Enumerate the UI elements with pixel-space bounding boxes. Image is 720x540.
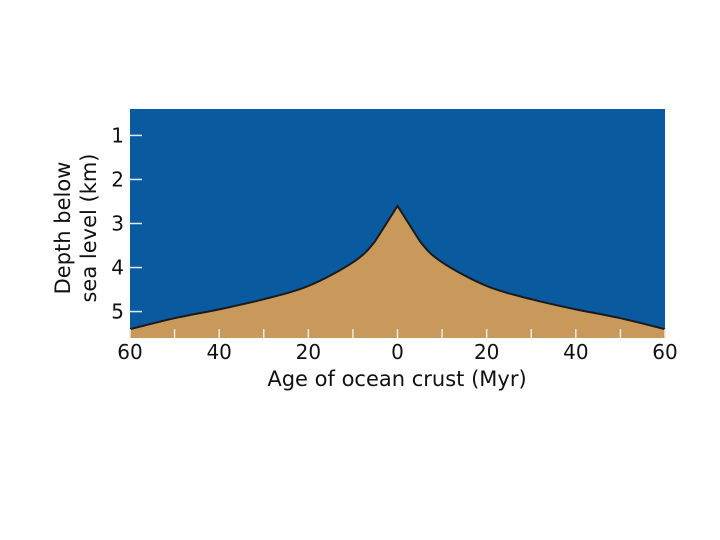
x-tick-label: 20 (296, 340, 321, 364)
y-axis-label-line2: sea level (km) (77, 153, 101, 302)
x-axis-ticks: 60 40 20 0 20 40 60 (117, 329, 678, 364)
y-axis-label: Depth below sea level (km) (51, 153, 101, 302)
x-tick-label: 60 (117, 340, 142, 364)
y-axis-label-line1: Depth below (51, 162, 75, 295)
y-tick-label: 5 (111, 300, 124, 324)
y-tick-label: 3 (111, 212, 124, 236)
y-tick-label: 2 (111, 167, 124, 191)
y-axis-ticks: 1 2 3 4 5 (111, 123, 142, 324)
x-tick-label: 20 (474, 340, 499, 364)
y-tick-label: 1 (111, 123, 124, 147)
x-tick-label: 40 (206, 340, 231, 364)
x-tick-label: 60 (652, 340, 677, 364)
crust-area (130, 205, 665, 338)
x-tick-label: 40 (563, 340, 588, 364)
x-tick-label: 0 (391, 340, 404, 364)
x-axis-label: Age of ocean crust (Myr) (267, 367, 526, 391)
y-tick-label: 4 (111, 256, 124, 280)
seafloor-profile-line (129, 204, 666, 331)
